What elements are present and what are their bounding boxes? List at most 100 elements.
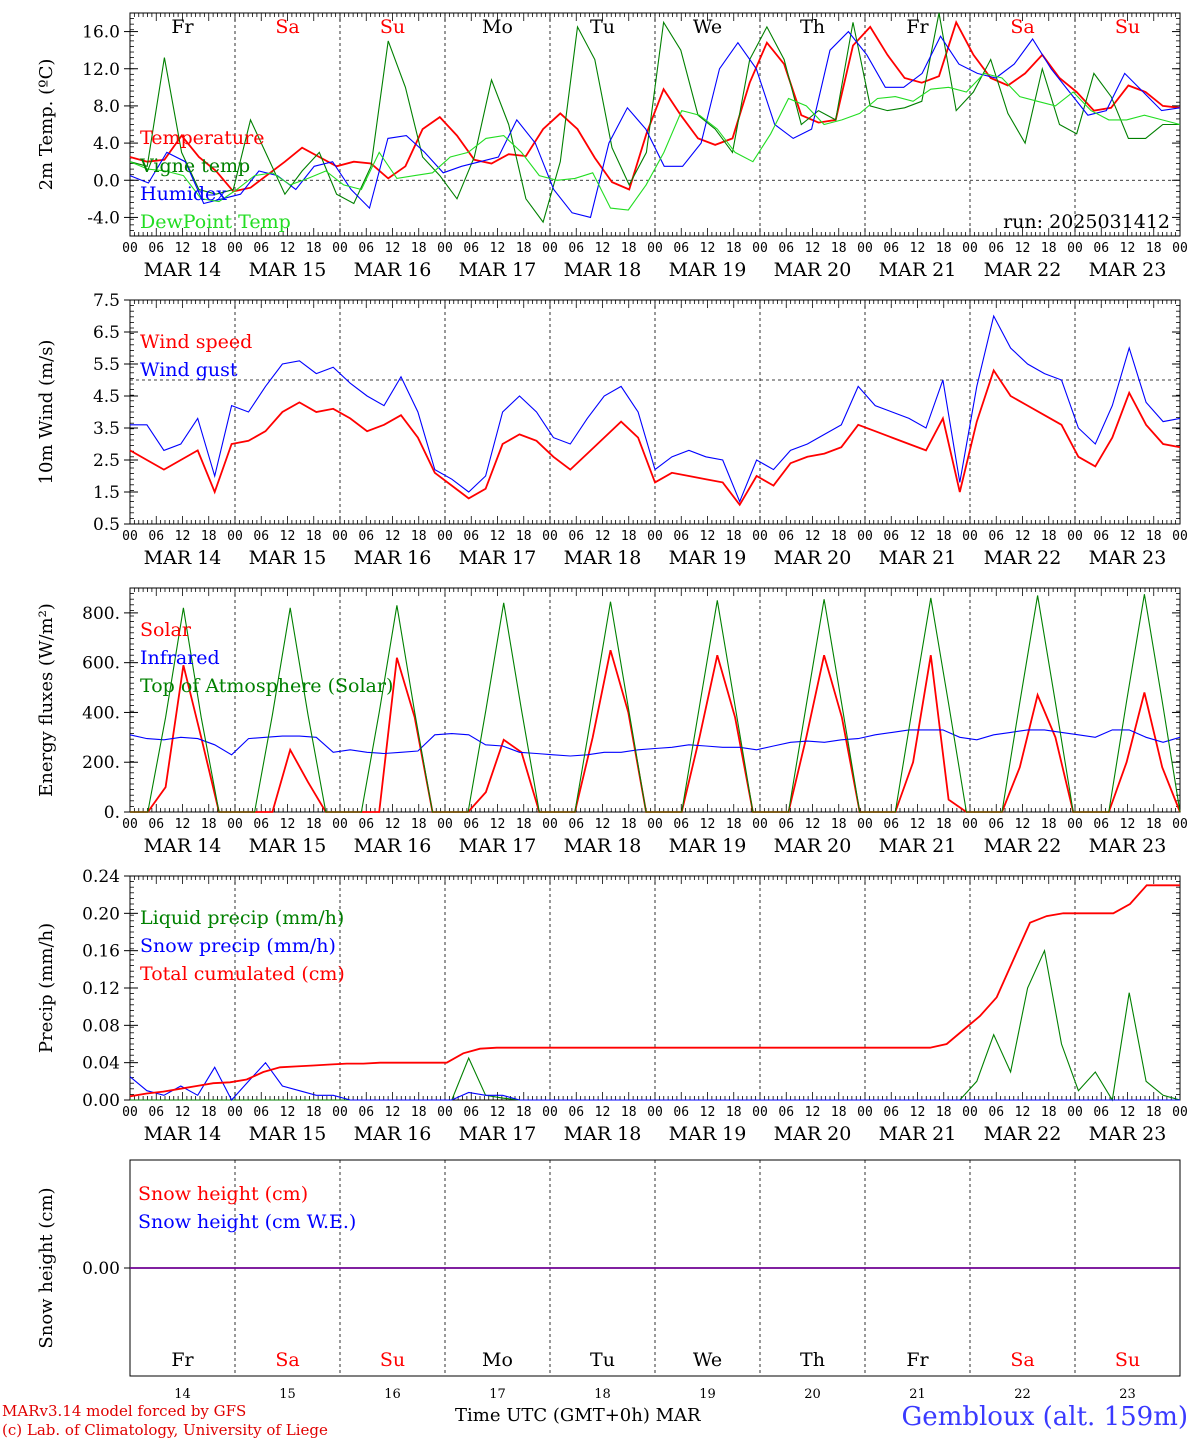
day-number-label: 22 (1014, 1387, 1031, 1402)
x-hour-label: 18 (411, 817, 427, 832)
panel-frame (129, 12, 1181, 237)
series-line-energy-2 (130, 594, 1181, 813)
x-hour-label: 12 (1120, 529, 1136, 544)
x-hour-label: 12 (385, 529, 401, 544)
x-hour-label: 18 (726, 817, 742, 832)
x-hour-label: 12 (805, 241, 821, 256)
x-hour-label: 00 (1172, 1105, 1188, 1120)
series-line-wind-1 (130, 314, 1181, 504)
x-hour-label: 18 (516, 529, 532, 544)
day-number-label: 18 (594, 1387, 611, 1402)
x-hour-label: 00 (1067, 817, 1083, 832)
x-hour-label: 00 (542, 241, 558, 256)
x-hour-label: 18 (936, 241, 952, 256)
y-tick-label: 600. (82, 654, 120, 674)
x-hour-label: 06 (988, 529, 1004, 544)
x-date-label: MAR 17 (459, 259, 537, 281)
x-date-label: MAR 23 (1089, 1123, 1167, 1145)
y-tick-label: 200. (82, 753, 120, 773)
x-hour-label: 18 (201, 529, 217, 544)
x-hour-label: 18 (831, 241, 847, 256)
x-hour-label: 00 (752, 1105, 768, 1120)
x-hour-label: 00 (962, 1105, 978, 1120)
weekday-label: We (693, 1349, 722, 1371)
x-hour-label: 12 (805, 1105, 821, 1120)
y-tick-label: 0.04 (82, 1054, 120, 1074)
x-hour-label: 12 (490, 529, 506, 544)
copyright-credit: (c) Lab. of Climatology, University of L… (2, 1421, 328, 1439)
x-hour-label: 00 (542, 1105, 558, 1120)
weekday-label: Fr (171, 16, 194, 38)
x-hour-label: 00 (437, 529, 453, 544)
weekday-label: Sa (275, 1349, 299, 1371)
x-hour-label: 00 (332, 1105, 348, 1120)
x-hour-label: 18 (726, 241, 742, 256)
x-date-label: MAR 17 (459, 835, 537, 857)
x-hour-label: 00 (647, 529, 663, 544)
x-hour-label: 18 (516, 241, 532, 256)
x-date-label: MAR 16 (354, 259, 432, 281)
y-tick-label: 0.0 (93, 171, 120, 191)
x-hour-label: 00 (227, 529, 243, 544)
x-hour-label: 06 (148, 241, 164, 256)
x-hour-label: 06 (568, 241, 584, 256)
x-hour-label: 00 (857, 1105, 873, 1120)
y-tick-label: 8.0 (93, 97, 120, 117)
x-date-label: MAR 21 (879, 835, 957, 857)
x-hour-label: 12 (595, 529, 611, 544)
y-tick-label: 4.5 (93, 387, 120, 407)
x-hour-label: 18 (726, 529, 742, 544)
weekday-label: Su (380, 1349, 405, 1371)
series-line-temp-2 (129, 30, 1181, 219)
x-hour-label: 18 (411, 529, 427, 544)
series-line-temp-3 (129, 72, 1181, 211)
x-hour-label: 18 (306, 529, 322, 544)
x-hour-label: 00 (332, 529, 348, 544)
x-date-label: MAR 14 (144, 835, 222, 857)
x-hour-label: 00 (962, 817, 978, 832)
x-date-label: MAR 22 (984, 547, 1062, 569)
x-hour-label: 00 (1067, 529, 1083, 544)
y-tick-label: 0.12 (82, 979, 120, 999)
y-tick-label: 400. (82, 703, 120, 723)
x-hour-label: 18 (936, 1105, 952, 1120)
x-date-label: MAR 21 (879, 259, 957, 281)
y-tick-label: 12.0 (82, 60, 120, 80)
x-date-label: MAR 21 (879, 1123, 957, 1145)
y-tick-label: -4.0 (87, 208, 120, 228)
x-hour-label: 18 (201, 817, 217, 832)
x-date-label: MAR 19 (669, 547, 747, 569)
x-date-label: MAR 15 (249, 547, 327, 569)
y-axis-label: 10m Wind (m/s) (36, 340, 57, 485)
x-hour-label: 06 (568, 817, 584, 832)
x-hour-label: 18 (936, 817, 952, 832)
x-hour-label: 12 (1015, 529, 1031, 544)
legend-entry: Snow height (cm W.E.) (138, 1211, 356, 1233)
panel-snow (124, 1159, 1181, 1377)
y-axis-label: Snow height (cm) (36, 1187, 57, 1348)
y-tick-label: 4.0 (93, 134, 120, 154)
y-tick-label: 16.0 (82, 23, 120, 43)
x-hour-label: 18 (1146, 1105, 1162, 1120)
x-hour-label: 06 (358, 817, 374, 832)
y-tick-label: 3.5 (93, 419, 120, 439)
x-hour-label: 00 (857, 529, 873, 544)
x-hour-label: 00 (962, 241, 978, 256)
x-hour-label: 00 (857, 817, 873, 832)
day-number-label: 15 (279, 1387, 296, 1402)
x-hour-label: 06 (778, 241, 794, 256)
legend-entry: Humidex (140, 183, 227, 205)
x-date-label: MAR 22 (984, 259, 1062, 281)
weekday-label: Su (1115, 16, 1140, 38)
x-hour-label: 18 (411, 241, 427, 256)
x-hour-label: 12 (595, 241, 611, 256)
time-axis-label: Time UTC (GMT+0h) (455, 1405, 650, 1426)
x-date-label: MAR 22 (984, 835, 1062, 857)
x-hour-label: 12 (280, 529, 296, 544)
x-date-label: MAR 14 (144, 259, 222, 281)
series-line-energy-1 (129, 729, 1181, 757)
x-date-label: MAR 19 (669, 1123, 747, 1145)
x-hour-label: 18 (1041, 529, 1057, 544)
x-date-label: MAR 18 (564, 835, 642, 857)
